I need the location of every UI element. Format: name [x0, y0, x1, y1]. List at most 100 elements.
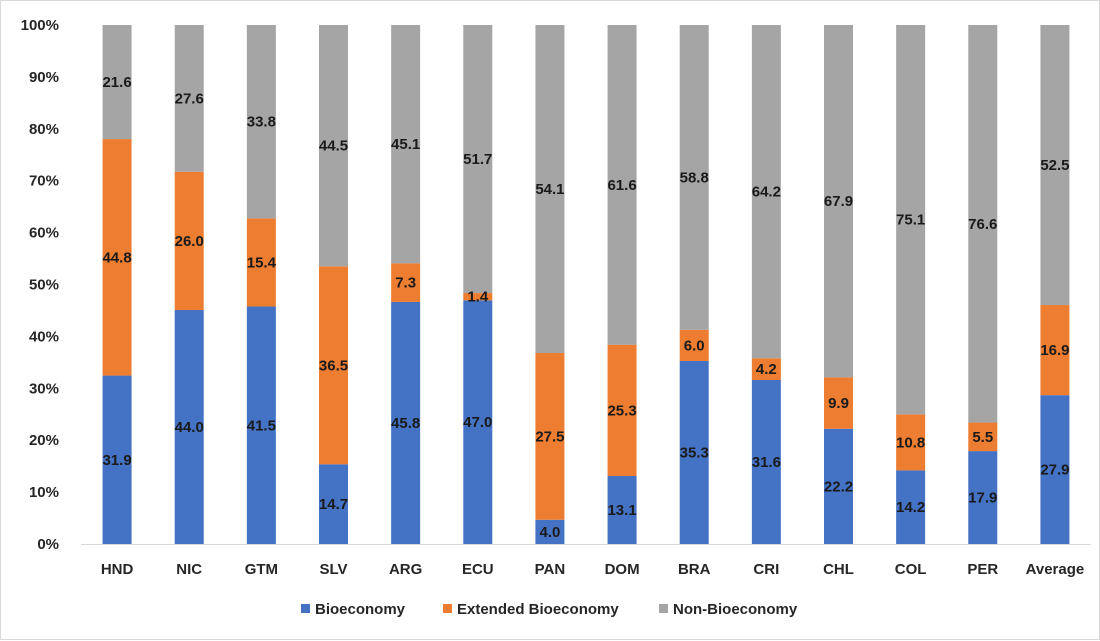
data-label: 5.5 [972, 429, 993, 446]
data-label: 51.7 [463, 151, 492, 168]
data-label: 44.8 [102, 249, 131, 266]
bar-segment-extended-bioeconomy [246, 218, 276, 307]
x-tick-label: Average [1026, 561, 1085, 578]
x-tick-label: HND [101, 561, 134, 578]
y-tick-label: 0% [37, 536, 59, 553]
bar-segment-bioeconomy [679, 360, 709, 544]
y-tick-label: 20% [29, 432, 59, 449]
data-label: 13.1 [607, 502, 636, 519]
bar-segment-bioeconomy [463, 300, 493, 544]
bar-segment-non-bioeconomy [174, 25, 204, 172]
data-label: 36.5 [319, 357, 348, 374]
bar-segment-bioeconomy [246, 306, 276, 544]
y-tick-label: 50% [29, 277, 59, 294]
bar-segment-bioeconomy [102, 375, 132, 544]
bar-segment-extended-bioeconomy [102, 139, 132, 376]
y-tick-label: 40% [29, 328, 59, 345]
data-label: 4.0 [539, 524, 560, 541]
data-label: 17.9 [968, 490, 997, 507]
data-label: 31.6 [752, 454, 781, 471]
bar-segment-bioeconomy [391, 301, 421, 544]
x-tick-label: SLV [319, 561, 347, 578]
legend-swatch [301, 604, 310, 613]
data-label: 27.6 [175, 90, 204, 107]
data-label: 64.2 [752, 184, 781, 201]
y-tick-label: 100% [21, 17, 59, 34]
bar-segment-bioeconomy [607, 476, 637, 544]
x-tick-label: CRI [753, 561, 779, 578]
bar-segment-non-bioeconomy [535, 25, 565, 354]
data-label: 16.9 [1040, 342, 1069, 359]
bar-segment-extended-bioeconomy [535, 353, 565, 520]
bar-segment-non-bioeconomy [607, 25, 637, 345]
data-label: 27.9 [1040, 462, 1069, 479]
bar-segment-extended-bioeconomy [968, 422, 998, 452]
legend-swatch [443, 604, 452, 613]
bar-segment-extended-bioeconomy [319, 266, 348, 465]
data-label: 45.8 [391, 415, 420, 432]
bar-segment-bioeconomy [751, 379, 781, 544]
data-label: 7.3 [395, 275, 416, 292]
bar-segment-extended-bioeconomy [463, 293, 493, 301]
data-label: 67.9 [824, 193, 853, 210]
y-tick-label: 80% [29, 121, 59, 138]
data-label: 47.0 [463, 414, 492, 431]
bar-segment-non-bioeconomy [751, 25, 781, 359]
data-labels: 31.9 44.8 21.6 44.0 26.0 27.6 41.5 15.4 33.8 14.7… [102, 74, 1069, 541]
data-label: 4.2 [756, 361, 777, 378]
bar-segment-bioeconomy [535, 519, 565, 544]
x-tick-label: PER [967, 561, 998, 578]
y-tick-label: 60% [29, 225, 59, 242]
data-label: 31.9 [102, 452, 131, 469]
data-label: 44.0 [175, 419, 204, 436]
bar-segment-non-bioeconomy [968, 25, 998, 423]
data-label: 25.3 [607, 402, 636, 419]
bar-segment-bioeconomy [1040, 395, 1070, 544]
x-tick-label: ARG [389, 561, 422, 578]
bar-segment-non-bioeconomy [319, 25, 348, 267]
bar-segment-bioeconomy [968, 451, 998, 544]
x-tick-label: ECU [462, 561, 494, 578]
x-tick-label: PAN [535, 561, 566, 578]
bar-segment-non-bioeconomy [824, 25, 853, 378]
data-label: 61.6 [607, 177, 636, 194]
bar-segment-extended-bioeconomy [679, 329, 709, 361]
bars [102, 25, 1070, 544]
data-label: 35.3 [680, 444, 709, 461]
data-label: 52.5 [1040, 157, 1069, 174]
data-label: 9.9 [828, 395, 849, 412]
data-label: 10.8 [896, 434, 925, 451]
data-label: 6.0 [684, 337, 705, 354]
data-label: 44.5 [319, 138, 348, 155]
bar-segment-extended-bioeconomy [896, 414, 926, 471]
bar-segment-bioeconomy [174, 310, 204, 544]
data-label: 54.1 [535, 181, 564, 198]
data-label: 33.8 [247, 114, 276, 131]
x-tick-label: COL [895, 561, 927, 578]
bar-segment-extended-bioeconomy [607, 344, 637, 477]
x-axis: HND NIC GTM SLV ARG ECU PAN DOM BRA CRI CHL COL PER A… [81, 544, 1091, 578]
legend-swatch [659, 604, 668, 613]
bar-segment-extended-bioeconomy [174, 171, 204, 311]
y-axis: 0% 10% 20% 30% 40% 50% 60% 70% 80% 90% 100% [21, 17, 59, 553]
data-label: 26.0 [175, 233, 204, 250]
data-label: 14.7 [319, 496, 348, 513]
bar-segment-non-bioeconomy [102, 25, 132, 140]
data-label: 15.4 [247, 254, 277, 271]
data-label: 27.5 [535, 428, 564, 445]
data-label: 41.5 [247, 417, 276, 434]
bar-segment-non-bioeconomy [463, 25, 493, 294]
y-tick-label: 30% [29, 380, 59, 397]
data-label: 45.1 [391, 136, 420, 153]
x-tick-label: DOM [605, 561, 640, 578]
legend-label: Non-Bioeconomy [673, 601, 798, 618]
bar-segment-extended-bioeconomy [751, 358, 781, 380]
data-label: 58.8 [680, 169, 709, 186]
y-tick-label: 10% [29, 484, 59, 501]
legend: Bioeconomy Extended Bioeconomy Non-Bioecon… [301, 601, 798, 618]
bar-segment-non-bioeconomy [391, 25, 421, 264]
bar-segment-extended-bioeconomy [391, 263, 421, 302]
y-tick-label: 90% [29, 69, 59, 86]
